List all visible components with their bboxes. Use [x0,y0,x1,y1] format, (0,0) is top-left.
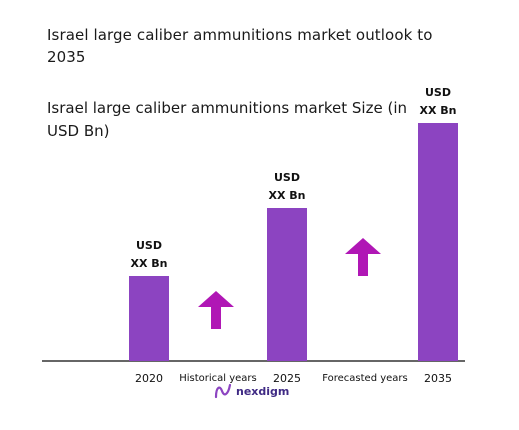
periods-layer: Historical years Forecasted years [179,373,408,384]
bar-2020 [129,276,169,361]
nexdigm-logo: nexdigm [214,382,289,400]
data-label-2020-line-2: XX Bn [130,257,167,270]
data-label-2025-line-1: USD [274,171,300,184]
chart-title: Israel large caliber ammunitions market … [47,26,433,66]
nexdigm-logo-icon [214,383,232,399]
x-tick-label-2020: 2020 [135,372,163,385]
logo-text: nexdigm [236,384,290,398]
x-tick-label-2035: 2035 [424,372,452,385]
data-label-2035-line-1: USD [425,86,451,99]
growth-arrow-forecasted-icon [345,238,381,276]
period-label-historical: Historical years [179,373,257,384]
bar-2025 [267,208,307,361]
x-tick-label-2025: 2025 [273,372,301,385]
period-label-forecasted: Forecasted years [322,373,408,384]
growth-arrow-historical-icon [198,291,234,329]
data-label-2025-line-2: XX Bn [268,189,305,202]
labels-layer: USD XX Bn USD XX Bn USD XX Bn [130,86,456,270]
chart-subtitle: Israel large caliber ammunitions market … [47,99,407,140]
bar-2035 [418,123,458,361]
ticks-layer: 2020 2025 2035 [135,372,452,385]
data-label-2035-line-2: XX Bn [419,104,456,117]
bars-layer [129,123,458,361]
data-label-2020-line-1: USD [136,239,162,252]
arrows-layer [198,238,381,329]
